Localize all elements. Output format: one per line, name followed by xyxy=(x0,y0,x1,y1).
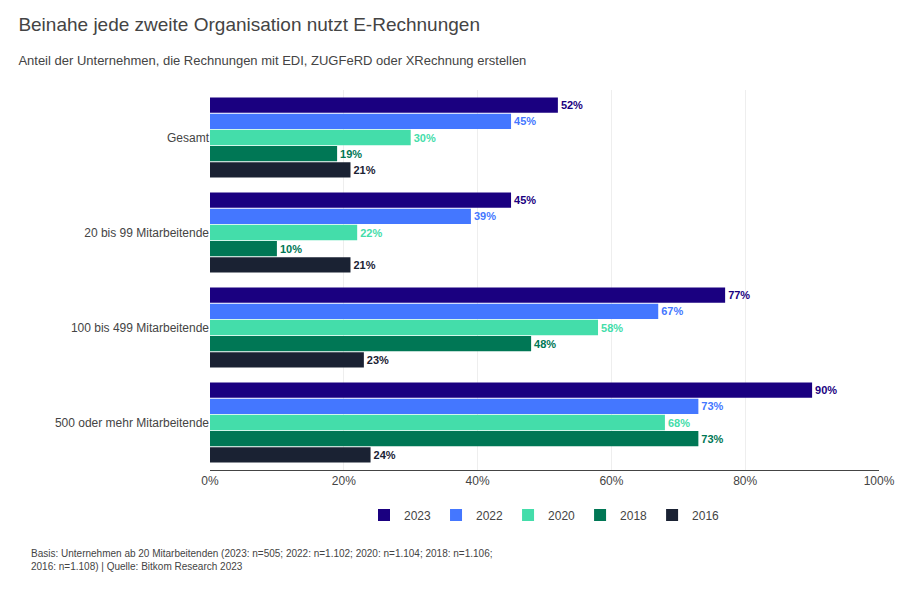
svg-text:Gesamt: Gesamt xyxy=(167,131,210,145)
svg-text:2018: 2018 xyxy=(620,509,647,523)
svg-text:2023: 2023 xyxy=(404,509,431,523)
svg-text:52%: 52% xyxy=(561,99,583,111)
svg-text:21%: 21% xyxy=(353,164,375,176)
svg-text:77%: 77% xyxy=(728,289,750,301)
svg-text:90%: 90% xyxy=(815,384,837,396)
svg-text:2016: 2016 xyxy=(692,509,719,523)
svg-text:73%: 73% xyxy=(701,400,723,412)
svg-text:500 oder mehr Mitarbeitende: 500 oder mehr Mitarbeitende xyxy=(55,416,209,430)
svg-text:30%: 30% xyxy=(414,132,436,144)
svg-text:19%: 19% xyxy=(340,148,362,160)
svg-text:Basis: Unternehmen ab 20 Mitar: Basis: Unternehmen ab 20 Mitarbeitenden … xyxy=(31,548,492,572)
svg-text:73%: 73% xyxy=(701,433,723,445)
svg-text:21%: 21% xyxy=(353,259,375,271)
svg-text:68%: 68% xyxy=(668,417,690,429)
svg-text:48%: 48% xyxy=(534,338,556,350)
svg-text:45%: 45% xyxy=(514,115,536,127)
svg-text:58%: 58% xyxy=(601,322,623,334)
svg-text:80%: 80% xyxy=(733,474,757,488)
svg-text:23%: 23% xyxy=(367,354,389,366)
svg-text:40%: 40% xyxy=(466,474,490,488)
svg-text:45%: 45% xyxy=(514,194,536,206)
svg-text:39%: 39% xyxy=(474,210,496,222)
svg-text:2020: 2020 xyxy=(548,509,575,523)
svg-text:Anteil der Unternehmen, die Re: Anteil der Unternehmen, die Rechnungen m… xyxy=(18,53,526,68)
svg-text:67%: 67% xyxy=(661,305,683,317)
svg-text:22%: 22% xyxy=(360,227,382,239)
svg-text:2022: 2022 xyxy=(476,509,503,523)
svg-text:100 bis 499 Mitarbeitende: 100 bis 499 Mitarbeitende xyxy=(71,321,209,335)
svg-text:100%: 100% xyxy=(864,474,895,488)
svg-text:0%: 0% xyxy=(201,474,219,488)
svg-text:Beinahe jede zweite Organisati: Beinahe jede zweite Organisation nutzt E… xyxy=(18,14,480,35)
svg-text:24%: 24% xyxy=(374,449,396,461)
svg-text:10%: 10% xyxy=(280,243,302,255)
svg-text:60%: 60% xyxy=(599,474,623,488)
svg-text:20%: 20% xyxy=(332,474,356,488)
svg-text:20 bis 99 Mitarbeitende: 20 bis 99 Mitarbeitende xyxy=(84,226,209,240)
